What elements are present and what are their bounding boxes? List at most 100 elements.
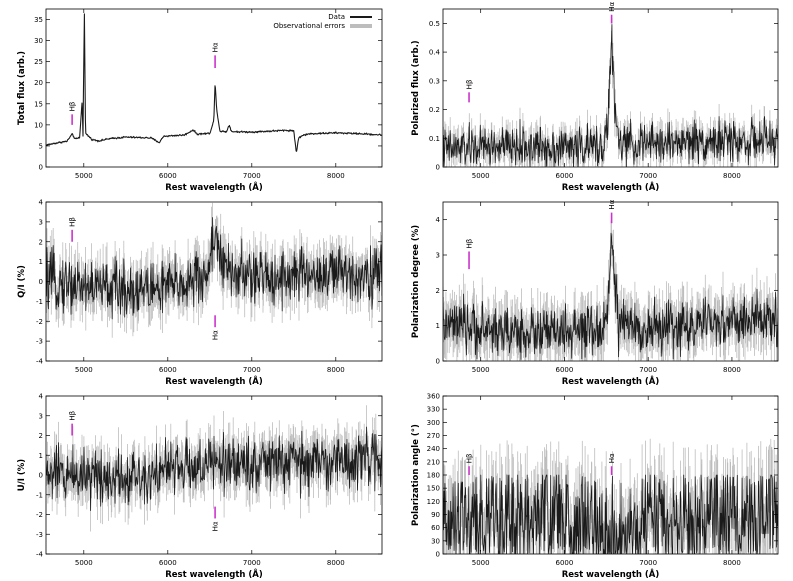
x-tick-label: 8000 [723,366,741,374]
line-markers: Hβ Hα [69,42,220,125]
y-tick-label: 5 [39,142,43,150]
y-tick-label: 240 [427,445,440,453]
plot-frame [442,201,779,362]
y-tick-label: 2 [39,238,43,246]
y-tick-label: -2 [36,511,43,519]
y-axis-label: Polarized flux (arb.) [411,40,421,135]
axes: 5000 6000 7000 8000 0 30 60 90 120 150 180 210 240 27… [427,393,779,567]
data-series [46,217,382,320]
x-tick-label: 5000 [472,366,490,374]
y-tick-label: 0 [39,472,43,480]
line-marker-label: Hβ [466,80,474,90]
y-tick-label: 3 [39,218,43,226]
x-tick-label: 7000 [639,559,657,567]
x-tick-label: 8000 [327,366,345,374]
y-tick-label: 330 [427,406,440,414]
x-tick-label: 7000 [243,366,261,374]
y-tick-label: 30 [34,37,43,45]
line-marker-label: Hα [212,42,220,52]
data-series [443,24,778,167]
x-tick-label: 8000 [327,559,345,567]
y-axis-label: Total flux (arb.) [17,51,27,125]
x-tick-label: 6000 [556,172,574,180]
axes: 5000 6000 7000 8000 0 0.1 0.2 0.3 0.4 0.5 [429,8,779,180]
x-axis-label: Rest wavelength (Å) [562,182,660,193]
y-tick-label: 25 [34,58,43,66]
line-markers: Hβ Hα [466,1,616,103]
y-tick-label: 120 [427,498,440,506]
y-tick-label: 150 [427,485,440,493]
plot-frame [442,8,779,168]
panel-polarized-flux: Hβ Hα 5000 6000 7000 8000 0 0.1 0.2 0.3 0.4 0.5 Re… [411,1,779,193]
axes: 5000 6000 7000 8000 -4 -3 -2 -1 0 1 2 3 4 [36,393,383,567]
y-tick-label: 4 [39,393,44,401]
x-tick-label: 6000 [556,559,574,567]
line-marker-label: Hα [608,453,616,463]
line-marker-label: Hα [212,521,220,531]
y-tick-label: 0.2 [429,106,440,114]
panel-u-over-i: Hβ Hα 5000 6000 7000 8000 -4 -3 -2 -1 0 1 2 3 4 Rest … [17,393,383,580]
line-marker-label: Hα [608,1,616,11]
y-tick-label: 3 [39,412,43,420]
x-tick-label: 6000 [159,172,177,180]
x-tick-label: 5000 [75,366,93,374]
y-tick-label: 1 [39,452,43,460]
y-tick-label: 2 [39,432,43,440]
y-tick-label: 2 [436,287,440,295]
y-tick-label: 10 [34,121,43,129]
line-marker-label: Hβ [466,239,474,249]
line-marker-label: Hα [608,199,616,209]
panel-polarization-angle: Hβ Hα 5000 6000 7000 8000 0 30 60 90 120 150 180 210… [411,393,779,580]
y-tick-label: 30 [431,537,440,545]
error-bars [443,17,778,167]
y-tick-label: 0.1 [429,135,440,143]
data-line [443,232,778,360]
x-axis-label: Rest wavelength (Å) [165,376,263,387]
x-tick-label: 8000 [327,172,345,180]
x-tick-label: 6000 [556,366,574,374]
line-marker-label: Hβ [69,217,77,227]
line-marker-label: Hα [212,330,220,340]
legend-data-label: Data [328,13,345,21]
y-tick-label: 1 [39,258,43,266]
line-markers: Hβ Hα [69,411,220,531]
y-tick-label: 0 [436,358,440,366]
y-tick-label: 1 [436,322,440,330]
y-axis-label: U/I (%) [17,459,27,492]
x-tick-label: 8000 [723,172,741,180]
y-axis-label: Q/I (%) [17,265,27,298]
x-tick-label: 7000 [639,366,657,374]
y-tick-label: 210 [427,458,440,466]
y-tick-label: 4 [436,216,441,224]
data-line [46,13,382,152]
y-tick-label: 20 [34,79,43,87]
y-tick-label: 0 [436,164,440,172]
x-tick-label: 7000 [243,172,261,180]
x-tick-label: 5000 [472,172,490,180]
data-line [443,24,778,167]
line-marker-label: Hβ [466,453,474,463]
x-tick-label: 7000 [639,172,657,180]
x-axis-label: Rest wavelength (Å) [165,569,263,580]
error-band [443,17,778,167]
x-axis-label: Rest wavelength (Å) [562,376,660,387]
y-tick-label: 270 [427,432,440,440]
line-markers: Hβ Hα [466,199,616,270]
y-axis-label: Polarization angle (°) [411,424,421,526]
y-tick-label: -1 [36,491,43,499]
axes: 5000 6000 7000 8000 0 5 10 15 20 25 30 35 [34,8,383,180]
axes: 5000 6000 7000 8000 -4 -3 -2 -1 0 1 2 3 4 [36,199,383,374]
line-markers: Hβ Hα [466,453,616,475]
y-tick-label: 4 [39,199,44,207]
y-tick-label: 15 [34,100,43,108]
data-series [46,13,382,152]
line-marker-label: Hβ [69,411,77,421]
axes: 5000 6000 7000 8000 0 1 2 3 4 [436,201,779,374]
y-axis-label: Polarization degree (%) [411,225,421,338]
y-tick-label: -1 [36,298,43,306]
x-tick-label: 5000 [75,559,93,567]
y-tick-label: 300 [427,419,440,427]
x-axis-label: Rest wavelength (Å) [165,182,263,193]
y-tick-label: 0.4 [429,49,441,57]
